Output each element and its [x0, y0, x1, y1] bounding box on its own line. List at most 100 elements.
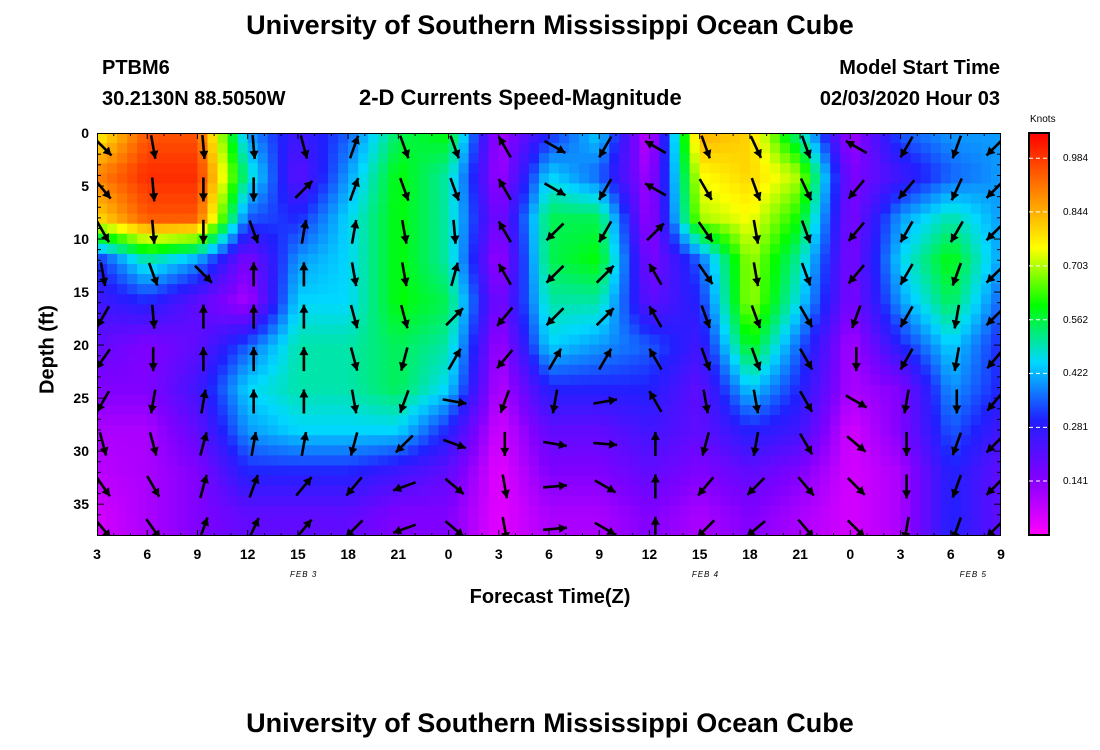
heatmap-cell [247, 153, 259, 164]
heatmap-cell [769, 465, 781, 477]
heatmap-cell [709, 153, 721, 164]
heatmap-cell [739, 324, 751, 336]
heatmap-cell [780, 394, 791, 406]
heatmap-cell [247, 163, 259, 174]
heatmap-cell [870, 294, 882, 305]
current-arrow [951, 262, 963, 286]
heatmap-cell [719, 334, 731, 346]
heatmap-cell [408, 153, 420, 164]
heatmap-cell [117, 294, 128, 305]
heatmap-cell [830, 213, 841, 225]
heatmap-cell [719, 525, 731, 536]
heatmap-cell [478, 304, 490, 315]
heatmap-cell [960, 173, 972, 184]
heatmap-cell [378, 425, 389, 436]
heatmap-cell [528, 324, 540, 336]
heatmap-cell [669, 384, 681, 396]
heatmap-cell [297, 253, 309, 265]
heatmap-cell [709, 485, 721, 497]
heatmap-cell [729, 425, 741, 436]
heatmap-cell [508, 173, 520, 184]
heatmap-cell [348, 294, 359, 305]
heatmap-cell [870, 415, 882, 426]
heatmap-cell [669, 233, 681, 245]
heatmap-cell [398, 515, 409, 527]
heatmap-cell [769, 384, 781, 396]
heatmap-cell [428, 284, 440, 295]
heatmap-cell [388, 415, 399, 426]
heatmap-cell [689, 334, 701, 346]
heatmap-cell [408, 525, 420, 536]
heatmap-cell [187, 465, 199, 477]
heatmap-cell [990, 425, 1001, 436]
heatmap-cell [157, 243, 168, 255]
heatmap-cell [890, 314, 902, 326]
heatmap-cell [860, 495, 872, 507]
heatmap-cell [689, 274, 701, 285]
heatmap-cell [167, 485, 178, 497]
heatmap-cell [368, 213, 379, 225]
heatmap-cell [388, 354, 399, 366]
heatmap-cell [478, 294, 490, 305]
heatmap-cell [538, 133, 550, 144]
heatmap-cell [368, 344, 379, 356]
heatmap-cell [217, 394, 229, 406]
heatmap-cell [790, 133, 801, 144]
heatmap-cell [639, 294, 651, 305]
current-arrow [148, 389, 157, 414]
current-arrow [399, 347, 409, 372]
heatmap-cell [488, 425, 500, 436]
heatmap-cell [107, 435, 118, 446]
heatmap-cell [940, 405, 952, 416]
heatmap-cell [538, 223, 550, 235]
heatmap-cell [790, 153, 801, 164]
heatmap-cell [880, 445, 892, 456]
heatmap-cell [990, 455, 1001, 467]
heatmap-cell [800, 173, 811, 184]
heatmap-cell [820, 143, 831, 154]
heatmap-cell [368, 314, 379, 326]
current-arrow [449, 177, 461, 202]
heatmap-cell [478, 233, 490, 245]
heatmap-cell [378, 163, 389, 174]
heatmap-cell [458, 213, 470, 225]
heatmap-cell [659, 525, 671, 536]
heatmap-cell [940, 193, 952, 205]
heatmap-cell [940, 415, 952, 426]
heatmap-cell [317, 435, 329, 446]
heatmap-cell [468, 284, 480, 295]
heatmap-cell [157, 203, 168, 215]
heatmap-cell [187, 213, 199, 225]
heatmap-cell [488, 324, 500, 336]
heatmap-cell [739, 243, 751, 255]
heatmap-cell [960, 495, 972, 507]
heatmap-cell [498, 143, 510, 154]
heatmap-cell [398, 425, 409, 436]
heatmap-cell [930, 394, 942, 406]
heatmap-cell [709, 465, 721, 477]
heatmap-cell [368, 263, 379, 275]
heatmap-cell [237, 304, 249, 315]
heatmap-cell [910, 274, 922, 285]
heatmap-cell [579, 324, 590, 336]
heatmap-cell [378, 495, 389, 507]
heatmap-cell [609, 324, 620, 336]
heatmap-cell [538, 485, 550, 497]
heatmap-cell [759, 314, 771, 326]
heatmap-cell [217, 253, 229, 265]
heatmap-cell [137, 465, 148, 477]
heatmap-cell [880, 505, 892, 517]
heatmap-cell [790, 163, 801, 174]
heatmap-cell [207, 263, 219, 275]
heatmap-cell [679, 354, 691, 366]
heatmap-cell [267, 334, 279, 346]
heatmap-cell [378, 334, 389, 346]
heatmap-cell [498, 314, 510, 326]
heatmap-cell [719, 394, 731, 406]
x-tick-label: 9 [193, 546, 202, 562]
heatmap-cell [549, 425, 560, 436]
heatmap-cell [358, 344, 369, 356]
heatmap-cell [538, 465, 550, 477]
heatmap-cell [910, 515, 922, 527]
heatmap-cell [478, 133, 490, 144]
